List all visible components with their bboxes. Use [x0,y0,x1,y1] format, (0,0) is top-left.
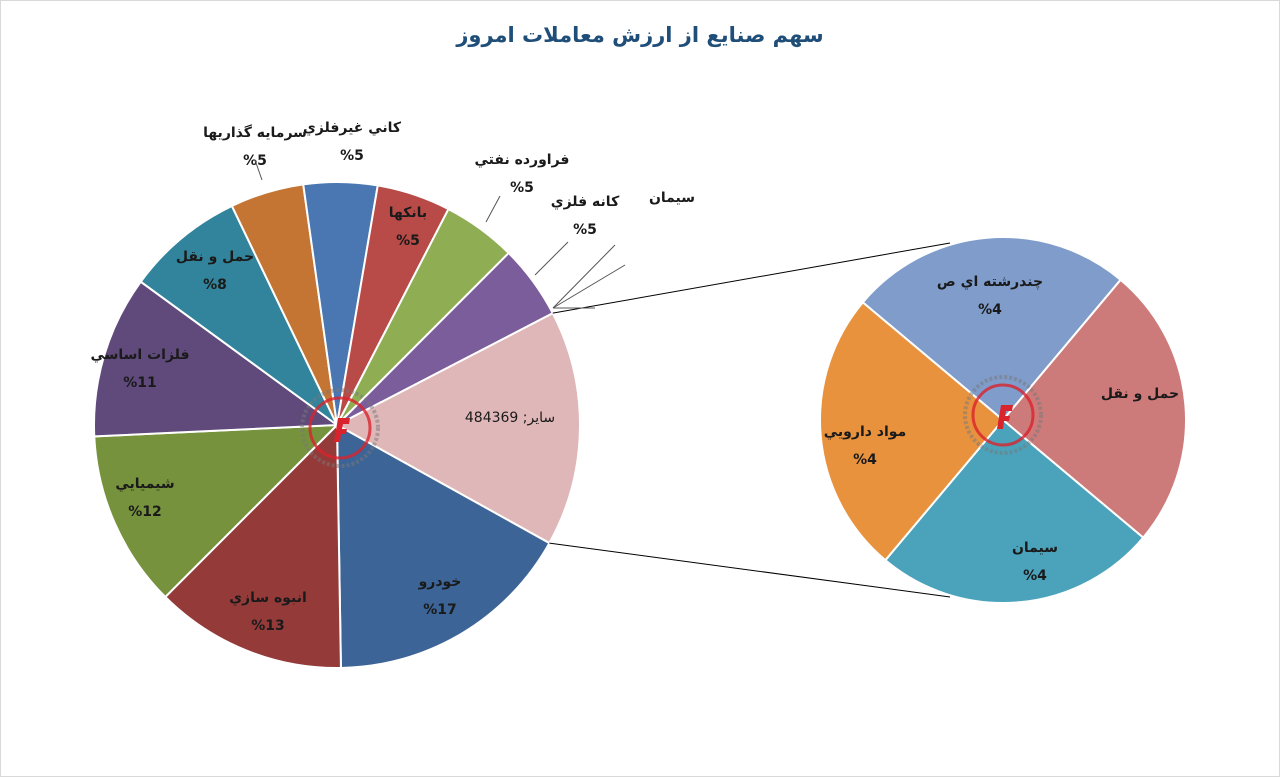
value-label: %5 [396,233,420,249]
value-label: %4 [1023,568,1047,584]
logo-mark [334,418,350,442]
value-label: %5 [510,180,534,196]
logo-ring [971,383,1035,447]
value-label: %5 [573,222,597,238]
slice-label: حمل و نقل [1101,386,1179,402]
pie-slice [1001,278,1187,540]
pie-slice [334,311,581,545]
slice-label: كاني غيرفلزي [303,120,402,137]
connector-line [549,542,951,598]
slice-label: فلزات اساسي [90,347,189,363]
value-label: %4 [853,452,877,468]
annotation: سيمان [649,190,695,206]
value-label: %17 [423,602,457,618]
leader-line [552,264,626,309]
slice-label: چندرشته اي ص [937,274,1043,291]
connector-line [552,242,951,314]
value-label: %12 [128,504,162,520]
logo-mark [997,405,1013,429]
slice-label: حمل و نقل [176,249,254,265]
logo-ring [963,375,1043,455]
value-label: %11 [123,375,157,391]
leader-line [254,159,263,181]
pie-slice [93,280,340,438]
pie-slice [163,422,342,669]
value-label: %8 [203,277,227,293]
leader-line [534,241,569,276]
annotation: ساير; 484369 [465,410,555,426]
pie-slice [883,418,1145,604]
pie-slice [336,251,555,426]
leader-line [552,244,616,309]
pie-slice [335,423,551,669]
logo-ring [308,396,372,460]
value-label: %4 [978,302,1002,318]
pie-slice [861,236,1123,422]
chart-title: سهم صنايع از ارزش معاملات امروز [455,23,823,47]
leader-line [485,195,501,223]
value-label: %5 [340,148,364,164]
slice-label: سرمايه گذاريها [203,124,307,141]
slice-label: كانه فلزي [551,194,620,211]
slice-label: مواد دارويي [824,424,906,440]
slice-label: شيميايي [115,476,174,492]
slice-label: بانكها [389,205,427,221]
pie-slice [139,204,338,426]
slice-label: سيمان [1012,540,1058,556]
pie-slice [93,423,340,599]
value-label: %13 [251,618,285,634]
slice-label: فراورده نفتي [475,152,570,168]
slice-label: انبوه سازي [229,590,307,607]
pie-slice [819,300,1005,562]
logo-ring [300,388,380,468]
slice-label: خودرو [418,574,462,590]
